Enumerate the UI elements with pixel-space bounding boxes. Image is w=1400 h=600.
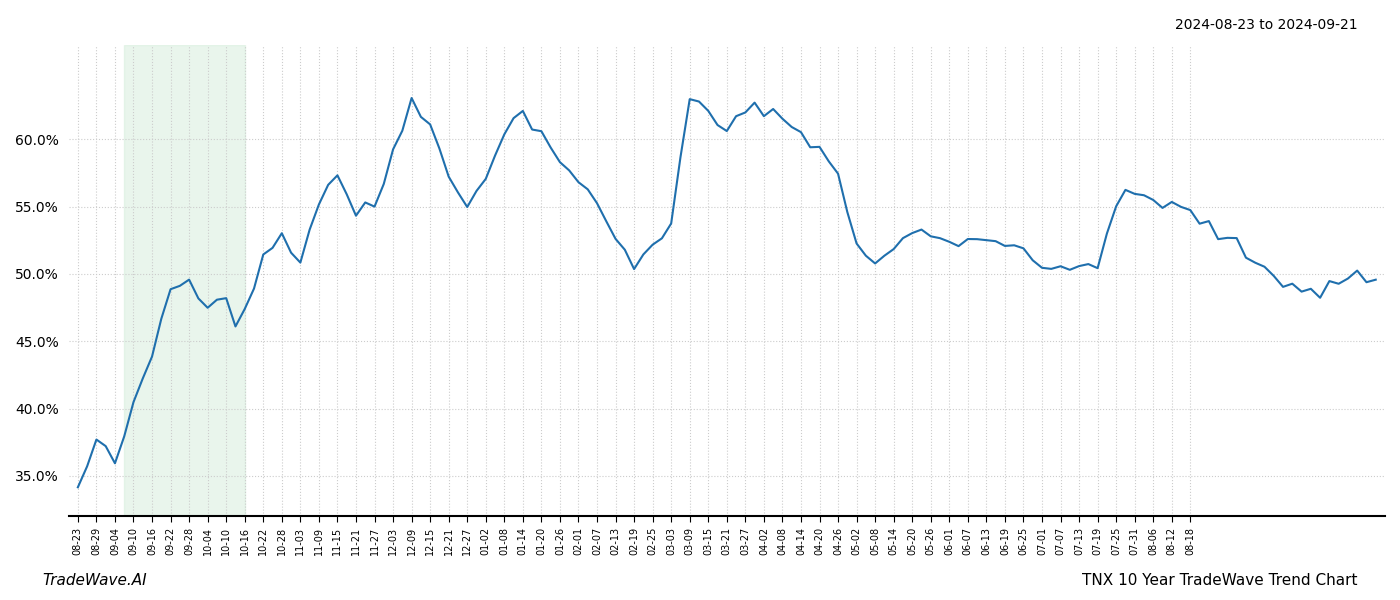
Bar bbox=[125, 45, 245, 516]
Text: TNX 10 Year TradeWave Trend Chart: TNX 10 Year TradeWave Trend Chart bbox=[1082, 573, 1358, 588]
Text: TradeWave.AI: TradeWave.AI bbox=[42, 573, 147, 588]
Text: 2024-08-23 to 2024-09-21: 2024-08-23 to 2024-09-21 bbox=[1176, 18, 1358, 32]
